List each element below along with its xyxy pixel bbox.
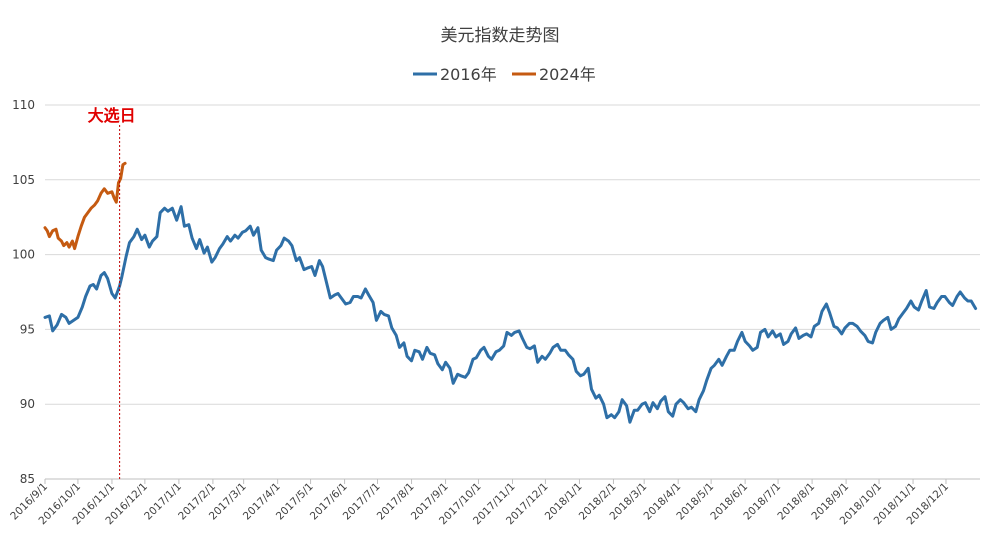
series-line-2016 [43,205,978,424]
y-tick-label: 100 [12,248,35,262]
chart-title: 美元指数走势图 [441,26,560,46]
legend-label-2016: 2016年 [440,65,497,84]
y-tick-label: 90 [20,397,35,411]
legend-label-2024: 2024年 [539,65,596,84]
y-tick-label: 85 [20,472,35,486]
y-tick-label: 95 [20,322,35,336]
y-tick-label: 105 [12,173,35,187]
legend: 2016年 2024年 [413,65,596,84]
y-axis: 85 90 95 100 105 110 [12,98,35,486]
y-tick-label: 110 [12,98,35,112]
series-lines [43,161,978,424]
gridlines [45,104,980,480]
series-line-2024 [43,161,127,251]
x-axis: 2016/9/12016/10/12016/11/12016/12/12017/… [8,479,951,527]
election-day-annotation: 大选日 [88,106,136,479]
election-day-label: 大选日 [88,106,136,125]
